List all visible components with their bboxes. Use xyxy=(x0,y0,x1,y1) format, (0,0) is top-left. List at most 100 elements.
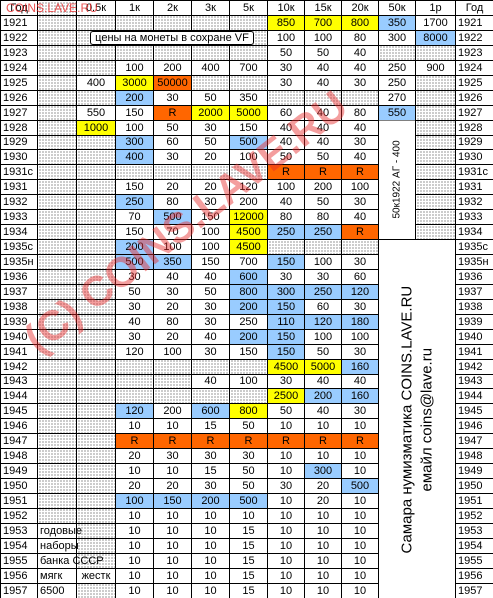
price-cell: 30 xyxy=(267,59,305,76)
price-cell: 50 xyxy=(267,149,305,166)
price-cell: 700 xyxy=(229,59,268,76)
price-cell: 15 xyxy=(229,567,268,584)
empty-cell xyxy=(76,478,116,494)
year-row: 1929 300 60 50 500 40 40 30 1929 xyxy=(0,134,493,151)
price-cell: 30 xyxy=(341,254,379,270)
year-row: 1930 400 30 20 100 50 50 40 1930 xyxy=(0,149,493,166)
price-cell: 100 xyxy=(304,328,342,345)
year-cell: 1956 xyxy=(455,567,493,584)
empty-cell xyxy=(76,493,116,509)
year-row: 1957 6500 10 10 10 15 10 10 10 1957 xyxy=(0,582,493,598)
price-cell: 4500 xyxy=(229,224,268,241)
empty-cell xyxy=(115,44,154,61)
price-cell: 800 xyxy=(229,403,268,420)
price-cell: 250 xyxy=(267,224,305,241)
year-cell: 1933 xyxy=(0,209,38,226)
contact-line: емайл coins@lave.ru xyxy=(418,347,435,491)
empty-cell xyxy=(76,343,116,360)
year-cell: 1951 xyxy=(0,493,38,509)
price-cell: 30 xyxy=(267,373,305,390)
year-cell: 1928 xyxy=(455,119,493,136)
price-cell: 15 xyxy=(229,537,268,554)
price-cell: 200 xyxy=(115,89,154,106)
price-cell: 40 xyxy=(191,328,230,345)
year-cell: 1943 xyxy=(0,373,38,390)
price-cell: R xyxy=(153,104,192,121)
empty-cell xyxy=(76,14,116,31)
price-cell: 150 xyxy=(267,254,305,270)
price-cell: 80 xyxy=(267,209,305,226)
year-cell: 1921 xyxy=(455,14,493,31)
empty-cell xyxy=(191,14,230,31)
price-cell: 40 xyxy=(304,59,342,76)
header-cell: 50к xyxy=(378,0,416,16)
price-cell: 12000 xyxy=(229,209,268,226)
year-cell: 1949 xyxy=(0,463,38,480)
price-cell: 200 xyxy=(304,388,342,405)
year-cell: 1946 xyxy=(455,418,493,435)
year-cell: 1930 xyxy=(0,149,38,166)
price-cell: 10 xyxy=(191,552,230,569)
price-cell: 120 xyxy=(115,403,154,420)
price-cell: 40 xyxy=(304,403,342,420)
price-cell: R xyxy=(304,164,342,181)
price-cell: 2000 xyxy=(191,104,230,121)
price-cell: 600 xyxy=(229,268,268,285)
price-cell: мягк xyxy=(37,567,77,584)
price-cell: 10 xyxy=(191,522,230,539)
price-cell: 30 xyxy=(115,298,154,315)
price-cell: 150 xyxy=(267,328,305,345)
header-cell: Год xyxy=(455,0,493,16)
price-cell: 10 xyxy=(267,522,305,539)
price-cell: 10 xyxy=(267,507,305,524)
empty-cell xyxy=(37,313,77,330)
year-row: 1950 20 20 30 50 30 20 500 1950 xyxy=(0,478,493,494)
header-cell: 3к xyxy=(191,0,230,16)
year-cell: 1921 xyxy=(0,14,38,31)
price-cell: 10 xyxy=(191,567,230,584)
price-cell: 10 xyxy=(267,418,305,435)
price-cell: 10 xyxy=(304,567,342,584)
year-cell: 1935н xyxy=(455,254,493,270)
price-cell: 600 xyxy=(191,403,230,420)
price-cell: 800 xyxy=(229,283,268,300)
price-cell: 400 xyxy=(115,149,154,166)
price-cell: 50 xyxy=(115,283,154,300)
year-row: 1924 100 200 400 700 30 40 40 250 900 1924 xyxy=(0,59,493,76)
price-cell: 50 xyxy=(191,89,230,106)
empty-cell xyxy=(76,268,116,285)
price-cell: 200 xyxy=(115,239,154,255)
price-cell: 30 xyxy=(267,74,305,91)
year-cell: 1923 xyxy=(455,44,493,61)
year-cell: 1934 xyxy=(455,224,493,241)
price-cell: 60 xyxy=(304,298,342,315)
price-cell: 160 xyxy=(341,388,379,405)
empty-cell xyxy=(415,209,456,226)
year-row: 1931 150 20 20 120 100 200 100 1931 xyxy=(0,179,493,196)
year-row: 1928 1000 100 50 30 150 40 40 40 50к1922 АГ - 400… xyxy=(0,119,493,240)
price-cell: R xyxy=(341,224,379,241)
year-cell: 1933 xyxy=(455,209,493,226)
price-cell: 50 xyxy=(267,44,305,61)
year-cell: 1923 xyxy=(0,44,38,61)
empty-cell xyxy=(415,89,456,106)
empty-cell xyxy=(37,478,77,494)
price-cell: 10 xyxy=(153,463,192,480)
price-cell: 40 xyxy=(304,104,342,121)
empty-cell xyxy=(76,418,116,435)
empty-cell xyxy=(37,194,77,211)
empty-cell xyxy=(415,149,456,166)
price-cell: 150 xyxy=(191,209,230,226)
year-row: 1945 120 200 600 800 50 40 30 1945 xyxy=(0,403,493,420)
price-cell: 50 xyxy=(304,44,342,61)
empty-cell xyxy=(37,14,77,31)
price-cell: 40 xyxy=(341,119,379,136)
empty-cell xyxy=(378,44,416,61)
year-cell: 1946 xyxy=(0,418,38,435)
empty-cell xyxy=(37,283,77,300)
empty-cell xyxy=(37,239,77,255)
price-cell: 15 xyxy=(191,463,230,480)
year-row: 1955 банка СССР 10 10 10 15 10 10 10 1955 xyxy=(0,552,493,569)
price-cell: 10 xyxy=(267,567,305,584)
